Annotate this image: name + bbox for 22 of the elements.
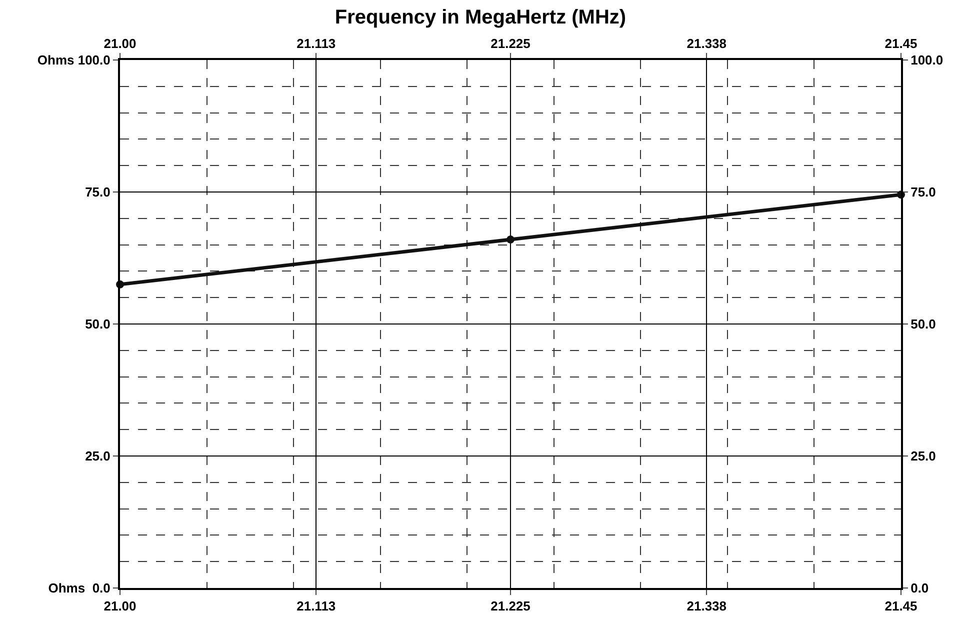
x2-tick-label: 21.45 <box>884 598 918 614</box>
x2-tick-label: 21.00 <box>104 598 136 614</box>
y2-tick-label: 75.0 <box>910 184 936 200</box>
x-tick-label: 21.45 <box>884 36 918 51</box>
y2-tick-label: 25.0 <box>910 448 936 464</box>
y-tick-label: Ohms 0.0 <box>48 580 110 596</box>
x-tick-label: 21.338 <box>686 36 727 51</box>
x-tick-label: 21.225 <box>490 36 530 51</box>
x-tick-label: 21.00 <box>104 36 136 51</box>
y2-tick-label: 0.0 <box>910 580 929 596</box>
y-tick-label: Ohms 100.0 <box>37 52 110 68</box>
y2-tick-label: 50.0 <box>910 316 936 332</box>
y2-tick-label: 100.0 <box>910 52 944 68</box>
chart-title: Frequency in MegaHertz (MHz) <box>334 6 626 28</box>
point <box>506 236 514 244</box>
x2-tick-label: 21.338 <box>686 598 727 614</box>
y-tick-label: 50.0 <box>85 316 110 332</box>
y-tick-label: 75.0 <box>85 184 110 200</box>
x2-tick-label: 21.113 <box>296 598 336 614</box>
x2-tick-label: 21.225 <box>490 598 530 614</box>
x-tick-label: 21.113 <box>296 36 336 51</box>
y-tick-label: 25.0 <box>85 448 110 464</box>
